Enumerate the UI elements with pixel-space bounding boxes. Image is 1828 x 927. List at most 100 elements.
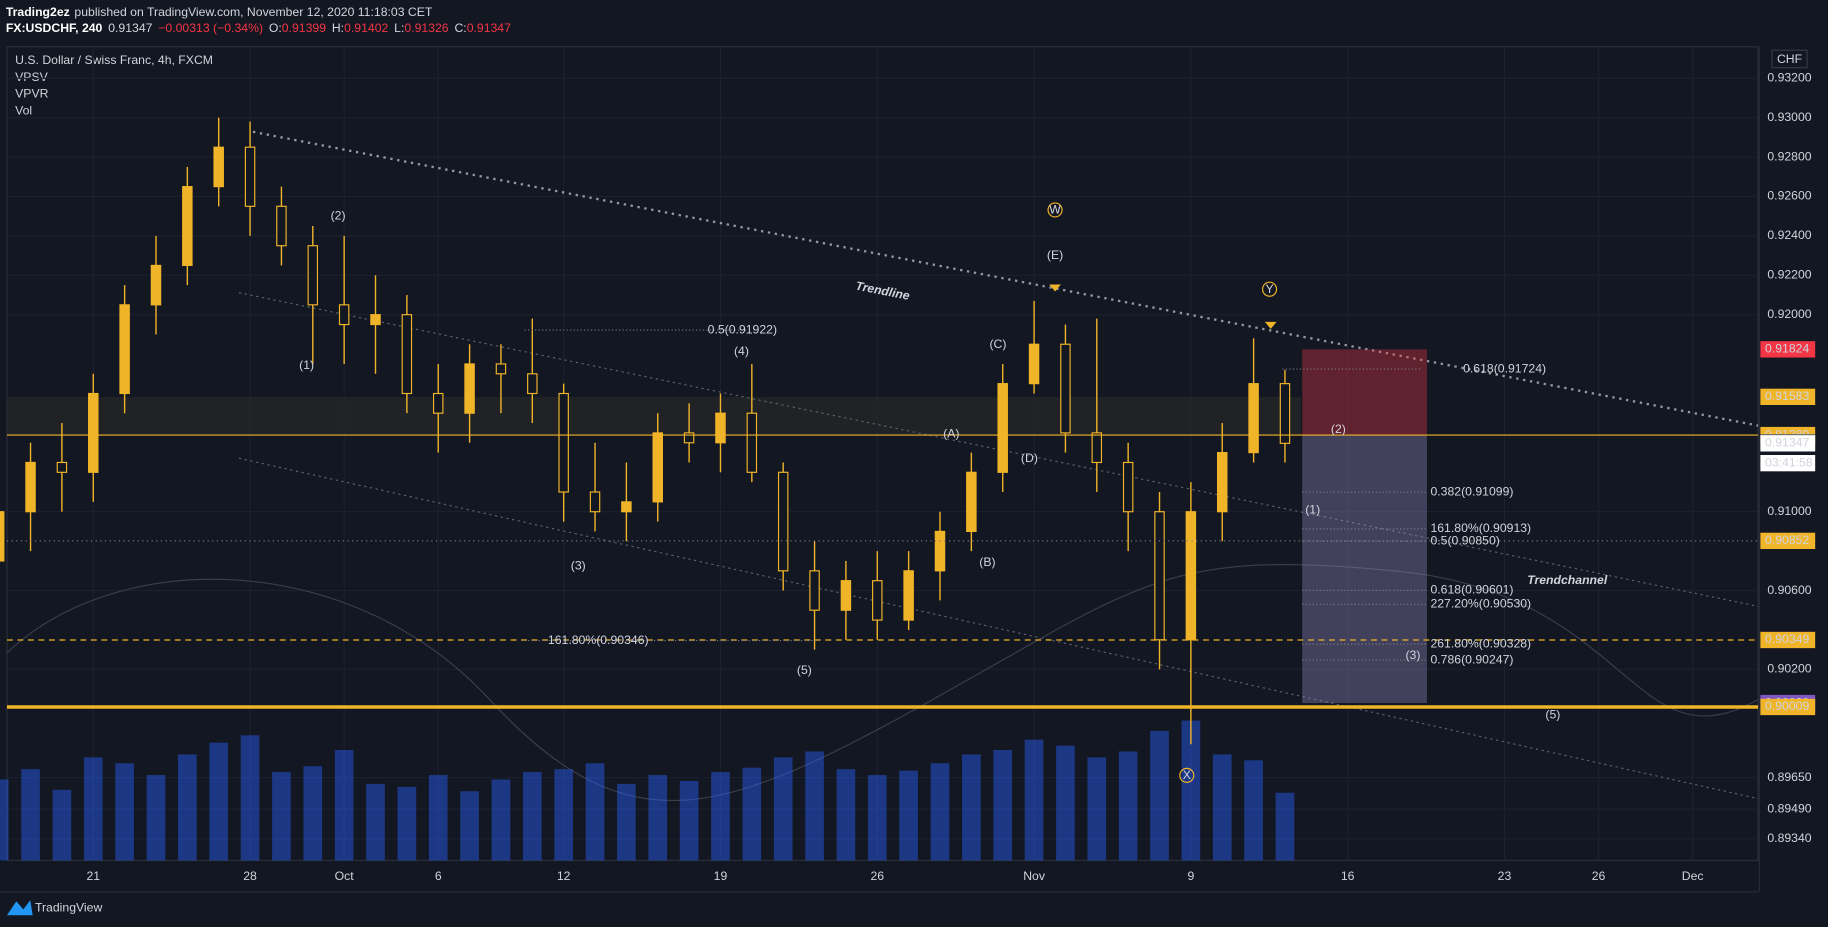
price-tag-label: 0.91347 [1765, 436, 1809, 450]
x-tick-label: 23 [1498, 869, 1512, 883]
plot-area [6, 46, 1759, 862]
fib-label: 0.618(0.90601) [1430, 583, 1513, 597]
ohlc-value: 0.91399 [282, 21, 326, 35]
volume-bar [1150, 730, 1169, 861]
volume-bar [209, 742, 229, 861]
candle-body [25, 461, 36, 513]
fib-label: 0.786(0.90247) [1430, 652, 1513, 666]
volume-bar [742, 767, 762, 861]
x-tick-label: Dec [1682, 869, 1704, 883]
volume-bar [303, 766, 323, 861]
volume-bar [993, 750, 1013, 861]
candle-body [495, 363, 507, 375]
wave-label: (2) [331, 209, 346, 223]
wave-label: (3) [1405, 648, 1420, 662]
candle-body [0, 511, 5, 562]
candle-body [1279, 383, 1291, 444]
wave-label: (5) [797, 663, 812, 677]
volume-bar [397, 786, 417, 861]
pivot-marker [1049, 284, 1061, 292]
candle-body [88, 392, 99, 473]
candle-body [966, 471, 977, 533]
x-tick-label: 6 [435, 869, 442, 883]
y-tick-label: 0.92400 [1767, 228, 1811, 242]
volume-bar [240, 735, 260, 861]
footer-brand: TradingView [35, 900, 102, 914]
candle-body [934, 530, 946, 572]
header-line: FX:USDCHF, 240 0.91347 −0.00313 (−0.34%) O:… [6, 21, 511, 35]
fib-label: 161.80%(0.90346) [548, 633, 649, 647]
y-tick-label: 0.90600 [1767, 583, 1811, 597]
candle-body [276, 205, 287, 247]
volume-bar [1244, 760, 1263, 861]
legend-entry: U.S. Dollar / Swiss Franc, 4h, FXCM [15, 53, 213, 67]
volume-bar [1087, 757, 1107, 861]
y-tick-label: 0.93000 [1767, 110, 1811, 124]
volume-bar [1024, 739, 1044, 861]
volume-bar [867, 775, 887, 861]
candle-body [182, 186, 193, 267]
volume-bar [0, 779, 9, 861]
candle-body [244, 146, 256, 207]
volume-bar [930, 763, 950, 861]
candle-body [401, 314, 413, 395]
y-tick-label: 0.92200 [1767, 268, 1811, 282]
stop-zone [1302, 349, 1427, 436]
volume-bar [962, 754, 981, 861]
sine-curve [6, 564, 1759, 802]
unit-box [1771, 49, 1808, 69]
wave-label: (B) [979, 555, 995, 569]
volume-bar [836, 769, 856, 861]
candle-body [715, 412, 726, 444]
candle-body [56, 461, 68, 473]
volume-bar [272, 772, 291, 861]
volume-bar [679, 780, 699, 861]
y-tick-label: 0.93200 [1767, 70, 1811, 84]
volume-bar [428, 775, 448, 861]
x-tick-label: 9 [1187, 869, 1194, 883]
y-tick-label: 0.92000 [1767, 307, 1811, 321]
candle-body [840, 580, 852, 611]
pivot-marker [1264, 321, 1277, 329]
candle-body [150, 264, 162, 306]
price-tag-label: 0.91824 [1765, 342, 1809, 356]
price-tag-label: 0.90852 [1765, 533, 1809, 547]
x-tick-label: 21 [86, 869, 100, 883]
fib-label: 0.618(0.91724) [1463, 361, 1546, 375]
volume-bar [178, 754, 197, 861]
volume-bar [1212, 754, 1232, 861]
volume-bar [1181, 720, 1201, 861]
price-tag [1760, 341, 1816, 358]
candle-body [119, 304, 130, 395]
wave-label: (D) [1021, 451, 1038, 465]
ohlc-label: L: [394, 21, 404, 35]
candle-body [558, 392, 569, 493]
fib-label: 227.20%(0.90530) [1430, 597, 1531, 611]
price-tag-label: 0.91583 [1765, 389, 1809, 403]
wave-label: X [1183, 768, 1191, 782]
y-tick-label: 0.89650 [1767, 770, 1811, 784]
last-price: 0.91347 [108, 21, 152, 35]
wave-label: (1) [1305, 502, 1320, 516]
candle-body [432, 392, 444, 414]
candle-body [1091, 432, 1103, 464]
y-tick-label: 0.89340 [1767, 831, 1811, 845]
x-tick-label: 19 [714, 869, 728, 883]
volume-bar [366, 783, 385, 861]
wave-label: (C) [989, 337, 1006, 351]
wave-label: (4) [734, 344, 749, 358]
wave-label: (E) [1047, 248, 1063, 262]
volume-bar [491, 779, 511, 861]
volume-bar [711, 772, 730, 861]
candle-body [621, 501, 632, 513]
volume-bar [522, 772, 542, 861]
symbol: FX:USDCHF, 240 [6, 21, 103, 35]
volume-bar [334, 750, 354, 861]
ohlc-value: 0.91326 [404, 21, 448, 35]
volume-bar [460, 791, 479, 861]
legend-entry: Vol [15, 104, 32, 118]
legend-entry: VPVR [15, 87, 48, 101]
volume-bar [1056, 745, 1075, 861]
